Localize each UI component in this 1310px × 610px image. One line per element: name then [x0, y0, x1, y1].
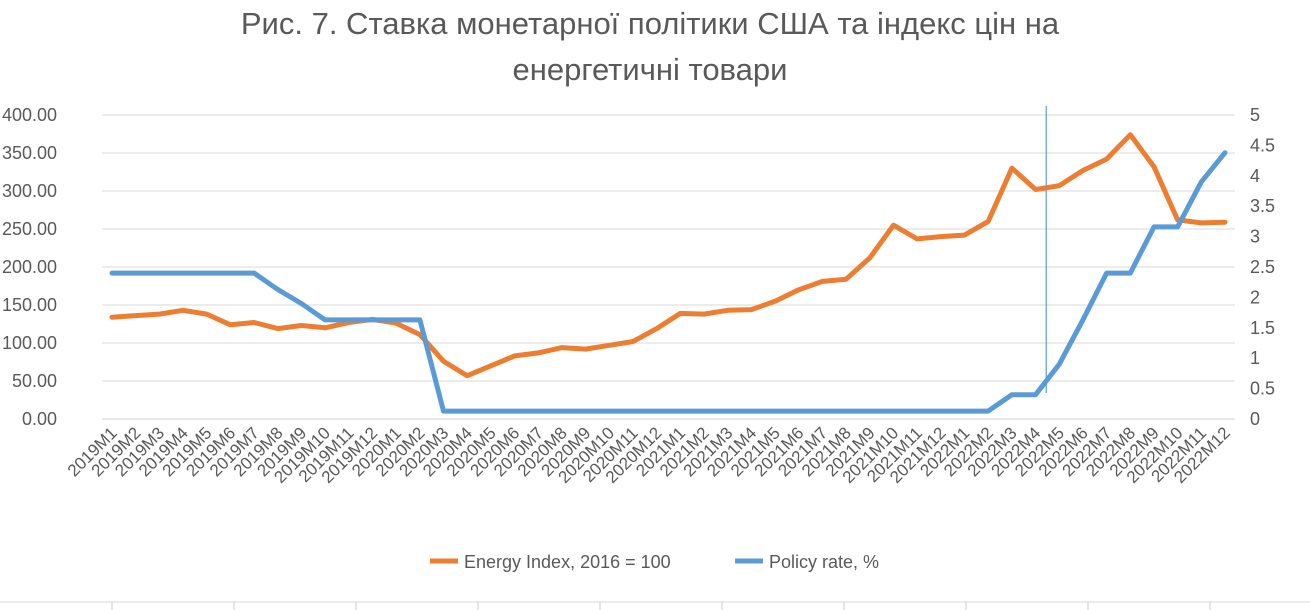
right-axis-tick-label: 5	[1250, 105, 1260, 125]
left-axis-tick-label: 100.00	[2, 333, 57, 353]
legend: Energy Index, 2016 = 100 Policy rate, %	[430, 552, 879, 572]
chart-frame	[0, 601, 1310, 610]
right-axis-tick-label: 0.5	[1250, 379, 1275, 399]
right-axis-tick-label: 4	[1250, 166, 1260, 186]
legend-label-policy-rate: Policy rate, %	[769, 552, 879, 572]
right-axis-tick-label: 3.5	[1250, 196, 1275, 216]
series-line-energy-index	[109, 132, 1228, 379]
x-axis-tick-labels: 2019M12019M22019M32019M42019M52019M62019…	[64, 423, 1234, 487]
right-axis-tick-label: 2	[1250, 287, 1260, 307]
left-axis-tick-label: 350.00	[2, 143, 57, 163]
right-axis-tick-label: 1	[1250, 348, 1260, 368]
left-axis-tick-label: 0.00	[22, 409, 57, 429]
gridlines	[102, 114, 1235, 420]
right-axis-tick-label: 2.5	[1250, 257, 1275, 277]
legend-label-energy-index: Energy Index, 2016 = 100	[464, 552, 671, 572]
right-axis-tick-label: 0	[1250, 409, 1260, 429]
left-axis-tick-label: 250.00	[2, 219, 57, 239]
chart-title-line2: енергетичні товари	[513, 52, 788, 87]
chart-title-line1: Рис. 7. Ставка монетарної політики США т…	[241, 6, 1060, 41]
left-axis-tick-labels: 0.00 50.00 100.00 150.00 200.00 250.00 300.00 3…	[2, 105, 57, 429]
right-axis-tick-labels: 0 0.5 1 1.5 2 2.5 3 3.5 4 4.5 5	[1250, 105, 1275, 429]
plot-lines	[109, 106, 1228, 414]
left-axis-tick-label: 200.00	[2, 257, 57, 277]
left-axis-tick-label: 150.00	[2, 295, 57, 315]
left-axis-tick-label: 300.00	[2, 181, 57, 201]
right-axis-tick-label: 1.5	[1250, 318, 1275, 338]
right-axis-tick-label: 3	[1250, 227, 1260, 247]
left-axis-tick-label: 50.00	[12, 371, 57, 391]
right-axis-tick-label: 4.5	[1250, 135, 1275, 155]
left-axis-tick-label: 400.00	[2, 105, 57, 125]
series-line-policy-rate	[109, 150, 1228, 414]
